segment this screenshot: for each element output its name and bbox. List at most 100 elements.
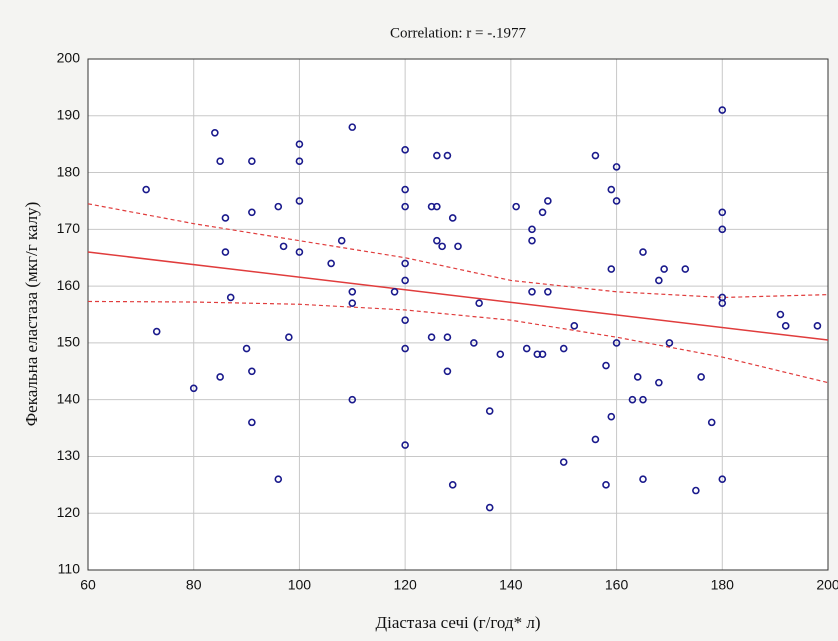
point bbox=[285, 333, 293, 342]
point bbox=[655, 276, 663, 285]
point bbox=[612, 339, 621, 347]
point bbox=[443, 333, 452, 342]
point bbox=[707, 418, 716, 427]
point bbox=[401, 316, 409, 324]
y-tick-label: 160 bbox=[57, 277, 81, 293]
point bbox=[348, 299, 357, 307]
point bbox=[538, 208, 547, 217]
x-tick-label: 200 bbox=[816, 577, 838, 593]
point bbox=[528, 225, 536, 234]
point bbox=[628, 395, 637, 404]
point bbox=[602, 481, 610, 489]
x-tick-label: 160 bbox=[605, 577, 629, 593]
point bbox=[559, 458, 568, 466]
y-tick-label: 110 bbox=[58, 561, 81, 577]
point bbox=[781, 322, 790, 330]
point bbox=[248, 367, 256, 376]
point bbox=[607, 185, 616, 194]
point bbox=[639, 395, 647, 404]
point bbox=[538, 350, 547, 359]
x-tick-label: 60 bbox=[80, 577, 96, 593]
point bbox=[512, 202, 520, 211]
point bbox=[692, 486, 700, 495]
y-tick-label: 200 bbox=[57, 50, 81, 66]
point bbox=[443, 367, 452, 376]
point bbox=[559, 344, 568, 353]
point bbox=[813, 322, 822, 330]
point bbox=[295, 157, 304, 165]
point bbox=[390, 287, 399, 296]
point bbox=[216, 373, 224, 381]
point bbox=[528, 236, 536, 245]
point bbox=[211, 129, 219, 137]
x-tick-label: 120 bbox=[393, 577, 417, 593]
point bbox=[433, 236, 441, 245]
point bbox=[279, 242, 288, 251]
point bbox=[485, 503, 494, 512]
point bbox=[485, 407, 494, 415]
point bbox=[448, 481, 457, 489]
point bbox=[438, 242, 446, 251]
point bbox=[591, 151, 600, 160]
point bbox=[718, 208, 727, 217]
point bbox=[612, 197, 621, 205]
y-tick-label: 120 bbox=[57, 504, 81, 520]
point bbox=[612, 163, 621, 171]
point bbox=[216, 157, 224, 165]
point bbox=[454, 242, 462, 251]
point bbox=[522, 344, 531, 353]
x-axis-label: Діастаза сечі (г/год* л) bbox=[376, 613, 541, 632]
point bbox=[401, 259, 409, 268]
y-tick-label: 170 bbox=[57, 220, 81, 236]
point bbox=[681, 265, 690, 273]
point bbox=[697, 373, 705, 381]
point bbox=[639, 475, 647, 483]
point bbox=[295, 140, 304, 148]
point bbox=[443, 151, 452, 160]
point bbox=[633, 373, 642, 381]
y-tick-label: 130 bbox=[57, 447, 81, 463]
point bbox=[401, 441, 409, 449]
point bbox=[348, 123, 357, 131]
point bbox=[401, 146, 409, 154]
point bbox=[348, 395, 357, 404]
y-tick-label: 140 bbox=[57, 390, 81, 406]
point bbox=[470, 339, 478, 347]
regression-line bbox=[87, 251, 829, 341]
point bbox=[475, 299, 483, 307]
point bbox=[591, 435, 600, 444]
y-axis-label: Фекальна еластаза (мкг/г калу) bbox=[22, 202, 41, 427]
point bbox=[544, 287, 552, 296]
confidence-upper bbox=[87, 203, 829, 299]
point bbox=[401, 276, 409, 285]
point bbox=[274, 475, 283, 483]
point bbox=[248, 157, 256, 165]
point bbox=[327, 259, 335, 268]
point bbox=[189, 384, 198, 393]
point bbox=[607, 412, 616, 421]
point bbox=[142, 185, 150, 194]
point bbox=[295, 248, 304, 256]
point bbox=[152, 327, 161, 336]
point bbox=[776, 310, 785, 319]
point bbox=[221, 214, 230, 222]
point bbox=[639, 248, 647, 256]
point bbox=[401, 344, 409, 353]
point bbox=[718, 299, 727, 307]
x-tick-label: 80 bbox=[186, 577, 202, 593]
point bbox=[242, 344, 251, 353]
point bbox=[433, 151, 441, 160]
point bbox=[448, 214, 457, 222]
point bbox=[528, 287, 536, 296]
point bbox=[295, 197, 304, 205]
point bbox=[226, 293, 235, 302]
point bbox=[665, 339, 674, 347]
point bbox=[248, 418, 256, 427]
x-tick-label: 140 bbox=[499, 577, 523, 593]
point bbox=[660, 265, 668, 273]
chart-title: Correlation: r = -.1977 bbox=[390, 25, 526, 41]
point bbox=[337, 236, 346, 245]
point bbox=[348, 287, 357, 296]
point bbox=[401, 202, 409, 211]
